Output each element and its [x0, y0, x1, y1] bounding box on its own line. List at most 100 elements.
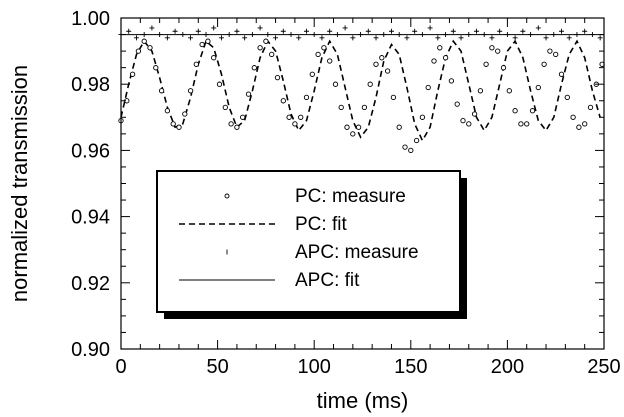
y-tick-label: 0.94 — [71, 207, 110, 229]
pc-measure-point — [564, 94, 570, 101]
pc-measure-point — [570, 114, 576, 120]
legend-box — [156, 170, 461, 313]
apc-measure-point — [396, 32, 402, 38]
pc-measure-point — [274, 74, 281, 81]
pc-measure-point — [257, 45, 263, 51]
pc-measure-point — [361, 104, 368, 111]
pc-measure-point — [321, 45, 327, 51]
pc-measure-point — [182, 111, 188, 117]
pc-measure-point — [442, 55, 449, 61]
pc-measure-point — [199, 41, 205, 48]
apc-measure-point — [265, 32, 271, 38]
apc-measure-point — [350, 35, 356, 41]
pc-measure-point — [344, 124, 350, 130]
apc-measure-point — [126, 28, 132, 34]
apc-measure-point — [528, 32, 534, 38]
pc-measure-point — [170, 121, 176, 127]
pc-measure-point — [431, 58, 437, 64]
pc-measure-point — [495, 48, 501, 54]
pc-measure-point — [280, 98, 286, 104]
pc-measure-point — [216, 81, 223, 87]
pc-measure-point — [332, 81, 339, 87]
apc-measure-point — [489, 35, 495, 41]
pc-measure-point — [338, 104, 344, 111]
apc-measure-point — [504, 32, 510, 38]
pc-measure-point — [402, 144, 408, 150]
apc-measure-point — [566, 35, 572, 41]
pc-measure-point — [483, 61, 489, 67]
apc-measure-point — [234, 28, 240, 34]
apc-measure-point — [280, 28, 286, 34]
x-axis-title: time (ms) — [317, 388, 409, 413]
pc-measure-point — [373, 61, 379, 67]
pc-measure-point — [419, 114, 426, 120]
pc-measure-point — [547, 48, 553, 54]
pc-measure-point — [437, 45, 443, 51]
apc-measure-point — [334, 32, 340, 38]
apc-measure-point — [419, 32, 425, 38]
apc-measure-point — [404, 35, 410, 41]
pc-measure-point — [263, 38, 269, 44]
apc-measure-point — [365, 28, 371, 34]
pc-measure-point — [524, 121, 530, 127]
pc-measure-point — [396, 124, 402, 130]
pc-measure-point — [454, 101, 460, 107]
pc-measure-point — [193, 61, 199, 67]
pc-measure-point — [303, 94, 310, 101]
pc-measure-point — [576, 124, 582, 130]
x-tick-label: 0 — [115, 356, 126, 378]
pc-measure-point — [489, 45, 495, 51]
apc-measure-point — [373, 35, 379, 41]
pc-measure-point — [535, 84, 541, 91]
pc-measure-point — [587, 104, 594, 111]
pc-measure-point — [390, 94, 397, 101]
apc-measure-point — [303, 28, 309, 34]
apc-measure-point — [582, 28, 588, 34]
pc-measure-point — [500, 65, 507, 71]
apc-measure-point — [133, 35, 139, 41]
apc-measure-point — [497, 28, 503, 34]
pc-measure-point — [541, 61, 547, 67]
apc-measure-point — [188, 35, 194, 41]
apc-measure-point — [458, 35, 464, 41]
pc-measure-point — [158, 88, 165, 94]
pc-measure-point — [582, 121, 588, 127]
pc-measure-point — [518, 121, 524, 127]
legend-pc-fit-label: PC: fit — [295, 214, 347, 235]
pc-measure-point — [240, 114, 246, 120]
apc-measure-point — [141, 32, 147, 38]
axes-layer: 0 50 100 150 200 250 0.90 0.92 0.94 0.96 0.98 1.00 t… — [7, 8, 621, 413]
pc-measure-point — [379, 55, 385, 61]
pc-measure-point — [350, 131, 356, 137]
legend-apc-fit-label: APC: fit — [295, 270, 360, 291]
pc-measure-point — [327, 58, 333, 64]
apc-measure-point — [358, 32, 364, 38]
apc-measure-point — [597, 35, 603, 41]
apc-measure-point — [327, 28, 333, 34]
apc-measure-point — [543, 35, 549, 41]
apc-measure-point — [296, 35, 302, 41]
apc-measure-point — [311, 32, 317, 38]
pc-measure-point — [292, 121, 298, 127]
pc-measure-point — [187, 88, 194, 94]
pc-measure-point — [355, 124, 362, 130]
y-tick-label: 0.96 — [71, 140, 110, 162]
pc-measure-point — [553, 51, 559, 58]
apc-measure-point — [226, 32, 232, 38]
apc-measure-point — [203, 32, 209, 38]
pc-measure-point — [211, 55, 217, 61]
pc-measure-point — [298, 114, 304, 120]
pc-measure-point — [448, 78, 455, 84]
pc-measure-point — [205, 38, 211, 44]
pc-measure-point — [269, 51, 275, 58]
x-tick-label: 100 — [298, 356, 331, 378]
pc-measure-point — [512, 108, 518, 114]
pc-measure-point — [141, 38, 147, 44]
apc-measure-point — [288, 32, 294, 38]
y-tick-label: 1.00 — [71, 8, 110, 30]
pc-measure-point — [477, 88, 484, 94]
x-tick-label: 250 — [587, 356, 620, 378]
x-tick-label: 150 — [394, 356, 427, 378]
apc-measure-point — [242, 35, 248, 41]
